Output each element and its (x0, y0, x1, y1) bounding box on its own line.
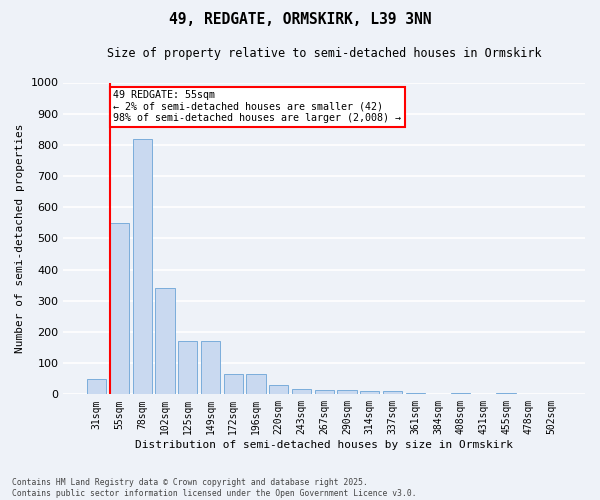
Bar (247, 374, 266, 394)
X-axis label: Distribution of semi-detached houses by size in Ormskirk: Distribution of semi-detached houses by … (135, 440, 513, 450)
Text: Contains HM Land Registry data © Crown copyright and database right 2025.
Contai: Contains HM Land Registry data © Crown c… (12, 478, 416, 498)
Text: 49 REDGATE: 55sqm
← 2% of semi-detached houses are smaller (42)
98% of semi-deta: 49 REDGATE: 55sqm ← 2% of semi-detached … (113, 90, 401, 124)
Bar (269, 385, 289, 394)
Bar (133, 138, 152, 394)
Bar (87, 378, 106, 394)
Bar (451, 393, 470, 394)
Bar (224, 374, 243, 394)
Y-axis label: Number of semi-detached properties: Number of semi-detached properties (15, 124, 25, 353)
Bar (337, 390, 356, 394)
Bar (201, 342, 220, 394)
Bar (383, 391, 402, 394)
Text: 49, REDGATE, ORMSKIRK, L39 3NN: 49, REDGATE, ORMSKIRK, L39 3NN (169, 12, 431, 28)
Bar (110, 223, 129, 394)
Title: Size of property relative to semi-detached houses in Ormskirk: Size of property relative to semi-detach… (107, 48, 542, 60)
Bar (360, 391, 379, 394)
Bar (314, 390, 334, 394)
Bar (292, 389, 311, 394)
Bar (178, 342, 197, 394)
Bar (155, 288, 175, 395)
Bar (496, 393, 516, 394)
Bar (406, 393, 425, 394)
